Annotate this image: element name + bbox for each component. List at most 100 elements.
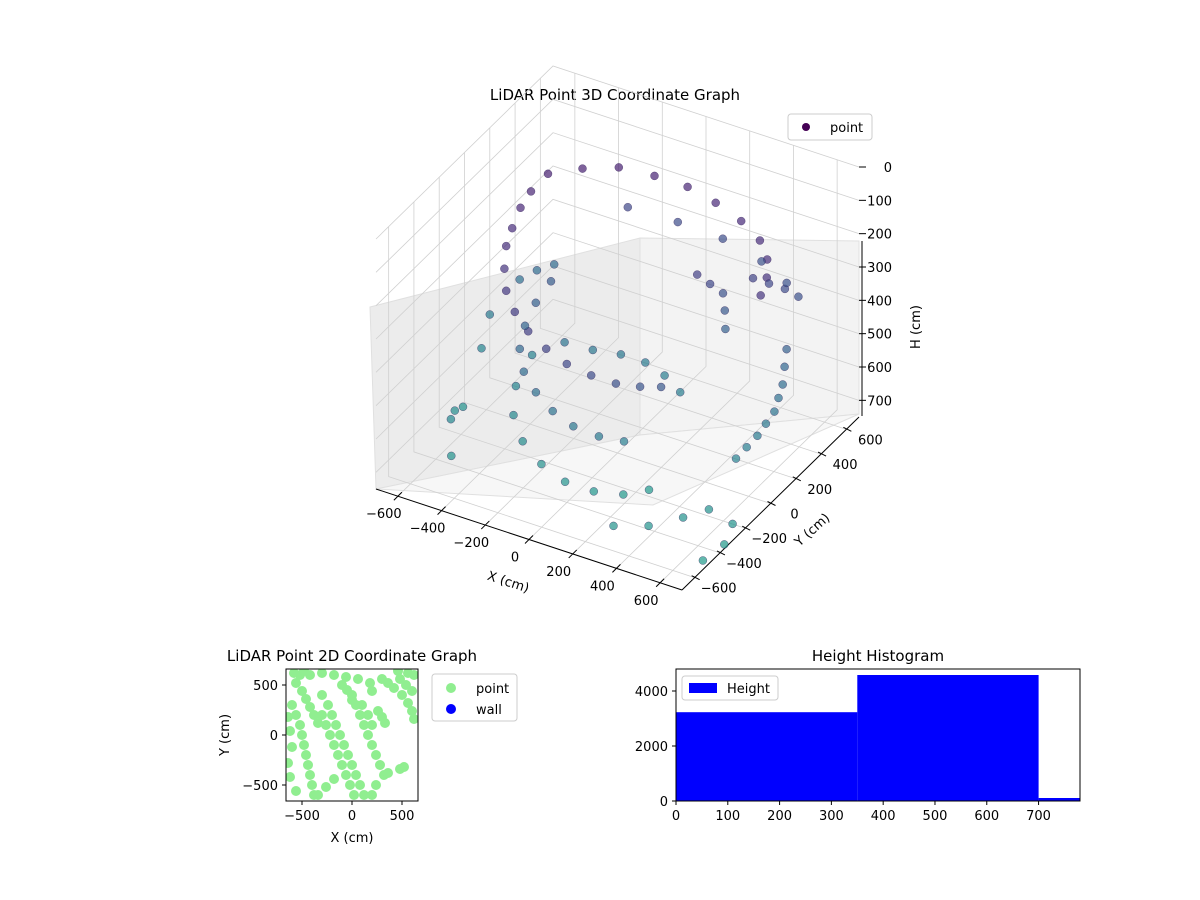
point-3d bbox=[641, 358, 650, 367]
histogram-title: Height Histogram bbox=[812, 647, 944, 665]
point-2d bbox=[339, 740, 349, 750]
point-2d bbox=[371, 780, 381, 790]
point-2d bbox=[355, 780, 365, 790]
y-tick-label-2d: 0 bbox=[270, 729, 278, 744]
point-3d bbox=[780, 362, 789, 372]
histogram-bars bbox=[676, 675, 1080, 801]
point-2d bbox=[327, 710, 337, 720]
point-2d bbox=[375, 760, 385, 770]
point-3d bbox=[518, 437, 527, 446]
point-2d bbox=[301, 694, 311, 704]
point-2d bbox=[371, 750, 381, 760]
point-2d bbox=[286, 726, 295, 736]
point-3d bbox=[720, 306, 730, 315]
point-3d bbox=[660, 371, 669, 380]
point-2d bbox=[367, 790, 377, 800]
point-3d bbox=[683, 182, 692, 192]
point-3d bbox=[770, 407, 779, 416]
point-3d bbox=[560, 338, 569, 347]
point-3d bbox=[515, 344, 525, 354]
z-tick-label-3d: 700 bbox=[867, 394, 892, 409]
point-3d bbox=[520, 321, 530, 331]
legend-2d-point-marker bbox=[446, 683, 456, 693]
x-tick-3d bbox=[480, 520, 490, 530]
point-2d bbox=[383, 768, 393, 778]
point-3d bbox=[560, 477, 570, 487]
point-2d bbox=[323, 700, 333, 710]
point-2d bbox=[317, 710, 327, 720]
point-3d bbox=[782, 344, 791, 354]
point-2d bbox=[329, 670, 339, 680]
point-3d bbox=[756, 291, 765, 300]
x-tick-label-3d: −200 bbox=[453, 536, 489, 551]
point-3d bbox=[742, 442, 751, 452]
point-3d bbox=[594, 432, 604, 441]
x-tick-label-2d: −500 bbox=[284, 809, 320, 824]
point-3d bbox=[619, 437, 629, 446]
z-tick-label-3d: 300 bbox=[867, 261, 892, 276]
plot-histogram: Height Histogram 0 100 200 300 400 500 600 7000… bbox=[635, 647, 1081, 824]
point-3d bbox=[782, 278, 791, 288]
x-tick-3d bbox=[437, 506, 446, 515]
point-2d bbox=[357, 700, 367, 710]
y-tick-label-3d: 0 bbox=[790, 508, 798, 523]
grid-line-z bbox=[375, 65, 860, 240]
point-2d bbox=[301, 750, 311, 760]
plot-3d: LiDAR Point 3D Coordinate Graph −600 −400… bbox=[366, 65, 924, 609]
z-tick-label-3d: 0 bbox=[884, 161, 892, 176]
point-3d bbox=[764, 279, 774, 288]
point-2d bbox=[291, 786, 301, 796]
point-3d bbox=[728, 519, 737, 529]
point-3d bbox=[511, 381, 521, 391]
point-3d bbox=[650, 171, 659, 181]
point-2d bbox=[347, 695, 357, 705]
point-3d bbox=[450, 406, 460, 415]
grid-line-x bbox=[659, 159, 838, 584]
point-2d bbox=[305, 702, 315, 712]
point-2d bbox=[393, 669, 403, 676]
x-tick-3d bbox=[655, 578, 665, 588]
point-2d bbox=[331, 720, 341, 730]
point-3d bbox=[720, 540, 729, 549]
point-2d bbox=[307, 780, 317, 790]
point-2d bbox=[297, 686, 307, 696]
point-3d bbox=[635, 382, 645, 391]
point-2d bbox=[299, 740, 309, 750]
point-2d bbox=[297, 730, 307, 740]
point-2d bbox=[329, 740, 339, 750]
point-3d bbox=[623, 202, 633, 212]
x-tick-label-3d: 200 bbox=[546, 565, 571, 580]
y-tick-label-3d: 400 bbox=[833, 458, 858, 473]
y-tick-label-3d: −200 bbox=[751, 532, 787, 547]
x-tick-label-3d: −600 bbox=[366, 507, 402, 522]
point-3d bbox=[447, 451, 456, 461]
grid-3d bbox=[375, 65, 860, 584]
point-2d bbox=[349, 790, 359, 800]
point-2d bbox=[359, 720, 369, 730]
point-3d bbox=[755, 236, 765, 245]
grid-line-z bbox=[375, 132, 860, 306]
legend-3d: point bbox=[787, 113, 873, 141]
grid-line-y bbox=[514, 103, 822, 455]
x-tick-label-histogram: 400 bbox=[871, 809, 896, 824]
x-tick-3d bbox=[393, 491, 403, 501]
legend-histogram-label: Height bbox=[727, 682, 770, 697]
point-3d bbox=[509, 410, 518, 420]
x-axis-label-2d: X (cm) bbox=[331, 831, 374, 846]
point-3d bbox=[501, 241, 511, 251]
grid-line-z bbox=[375, 165, 860, 340]
point-3d bbox=[698, 556, 708, 565]
point-2d bbox=[403, 669, 413, 678]
point-2d bbox=[291, 710, 301, 720]
ticks-histogram: 0 100 200 300 400 500 600 700 0 2000 4000 bbox=[635, 685, 1051, 824]
point-2d bbox=[286, 758, 293, 768]
grid-line-y bbox=[413, 201, 721, 554]
grid-line-y bbox=[539, 78, 847, 430]
y-tick-label-histogram: 4000 bbox=[635, 685, 668, 700]
x-tick-label-histogram: 700 bbox=[1026, 809, 1051, 824]
point-2d bbox=[345, 780, 355, 790]
legend-histogram: Height bbox=[681, 675, 779, 701]
point-3d bbox=[537, 459, 546, 469]
point-2d bbox=[333, 750, 343, 760]
point-3d bbox=[675, 387, 685, 397]
